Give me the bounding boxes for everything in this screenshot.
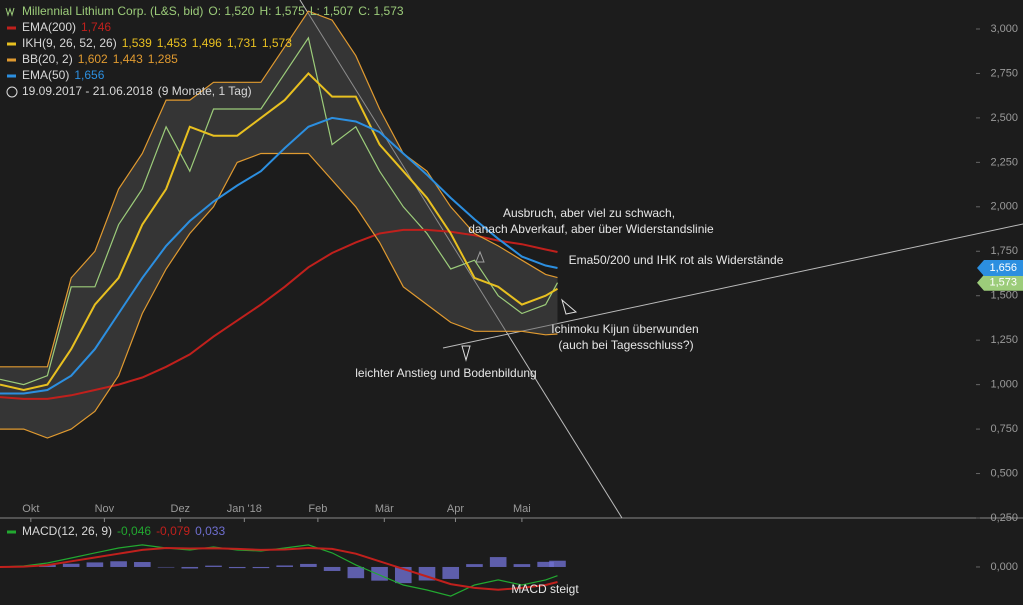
histogram-bar: [513, 564, 531, 567]
histogram-bar: [276, 565, 293, 567]
legend-readout: 1,496: [192, 36, 222, 50]
annotation: Ema50/200 und IHK rot als Widerstände: [569, 253, 784, 267]
histogram-bar: [134, 562, 151, 567]
annotation: Ausbruch, aber viel zu schwach,: [503, 206, 675, 220]
histogram-bar: [442, 566, 460, 579]
series-line: [0, 36, 559, 386]
legend-readout: 1,731: [227, 36, 257, 50]
histogram-bar: [466, 564, 483, 567]
histogram-bar: [205, 565, 222, 567]
labels: 3,000 2,750 2,500 2,250 2,000 1,750 1,500 1,250…: [5, 4, 1023, 596]
annotation: (auch bei Tagesschluss?): [558, 338, 693, 352]
legend-name: MACD(12, 26, 9): [22, 524, 112, 538]
histogram-bar: [347, 566, 365, 579]
y-tick-label: 0,500: [990, 467, 1018, 479]
period: (9 Monate, 1 Tag): [158, 84, 252, 98]
legend-readout: 1,285: [148, 52, 178, 66]
ohlc-value: H: 1,575: [259, 4, 305, 18]
y-tick-label: 1,750: [990, 245, 1018, 257]
legend-readout: 1,746: [81, 20, 111, 34]
legend-readout: -0,079: [156, 524, 190, 538]
logo: [5, 7, 15, 17]
legend-name: BB(20, 2): [22, 52, 73, 66]
annotation: leichter Anstieg und Bodenbildung: [355, 366, 536, 380]
histogram-bar: [86, 562, 104, 567]
y-tick-label: 0,000: [990, 561, 1018, 573]
support-line: [442, 223, 1023, 349]
series-line: [0, 10, 558, 368]
series-line: [0, 116, 558, 395]
price-tag-label: 1,656: [989, 262, 1017, 274]
series-line: [0, 152, 558, 439]
histogram-bar: [489, 557, 507, 567]
legend-readout: 1,656: [74, 68, 104, 82]
x-tick-label: Mär: [375, 503, 394, 515]
annotation: MACD steigt: [511, 582, 579, 596]
histogram-bar: [228, 566, 246, 569]
histogram-bar: [549, 560, 566, 567]
x-tick-label: Dez: [171, 503, 191, 515]
lines: [0, 10, 559, 597]
legend-readout: 1,453: [157, 36, 187, 50]
y-tick-label: 0,250: [990, 512, 1018, 524]
resistance-line: [299, 0, 623, 519]
clock-icon: [6, 86, 18, 98]
legend-readout: 1,602: [78, 52, 108, 66]
histogram-bar: [537, 561, 554, 567]
series-line: [0, 544, 558, 597]
x-tick-label: Feb: [308, 503, 327, 515]
band-area: [0, 11, 558, 438]
histogram-bar: [157, 566, 175, 568]
price-tag: [977, 259, 1023, 276]
series-line: [0, 71, 559, 392]
ohlc-value: C: 1,573: [358, 4, 404, 18]
histogram-bar: [181, 566, 199, 569]
x-tick-label: Okt: [22, 503, 39, 515]
legend-name: IKH(9, 26, 52, 26): [22, 36, 117, 50]
date-range: 19.09.2017 - 21.06.2018: [22, 84, 153, 98]
series-line: [0, 228, 558, 400]
ohlc-value: O: 1,520: [208, 4, 254, 18]
y-tick-label: 1,000: [990, 379, 1018, 391]
x-tick-label: Jan '18: [227, 503, 262, 515]
y-tick-label: 3,000: [990, 23, 1018, 35]
y-tick-label: 2,750: [990, 67, 1018, 79]
series-line: [0, 546, 558, 591]
legend-name: EMA(200): [22, 20, 76, 34]
y-tick-label: 2,500: [990, 112, 1018, 124]
legend-readout: 1,573: [262, 36, 292, 50]
legend-readout: 1,539: [122, 36, 152, 50]
ohlc-value: L: 1,507: [310, 4, 354, 18]
annotation-arrows: [461, 250, 578, 362]
price-tag-label: 1,573: [989, 277, 1017, 289]
x-tick-label: Mai: [513, 503, 531, 515]
annotation: Ichimoku Kijun überwunden: [551, 322, 698, 336]
y-tick-label: 1,500: [990, 290, 1018, 302]
legend-title: Millennial Lithium Corp. (L&S, bid): [22, 4, 203, 18]
histogram-bar: [252, 566, 270, 569]
y-tick-label: 2,250: [990, 156, 1018, 168]
histogram-bar: [62, 563, 80, 567]
histogram-bar: [300, 563, 317, 567]
x-tick-label: Nov: [95, 503, 115, 515]
annotation: danach Abverkauf, aber über Widerstandsl…: [468, 222, 714, 236]
x-tick-label: Apr: [447, 503, 464, 515]
legend-readout: -0,046: [117, 524, 151, 538]
histogram-bar: [323, 566, 341, 571]
price-tag: [977, 274, 1023, 291]
histogram-bar: [110, 561, 127, 567]
legend-readout: 1,443: [113, 52, 143, 66]
y-tick-label: 2,000: [990, 201, 1018, 213]
legend-name: EMA(50): [22, 68, 69, 82]
y-tick-label: 1,250: [990, 334, 1018, 346]
histogram-bar: [371, 566, 388, 581]
y-tick-label: 0,750: [990, 423, 1018, 435]
legend-readout: 0,033: [195, 524, 225, 538]
